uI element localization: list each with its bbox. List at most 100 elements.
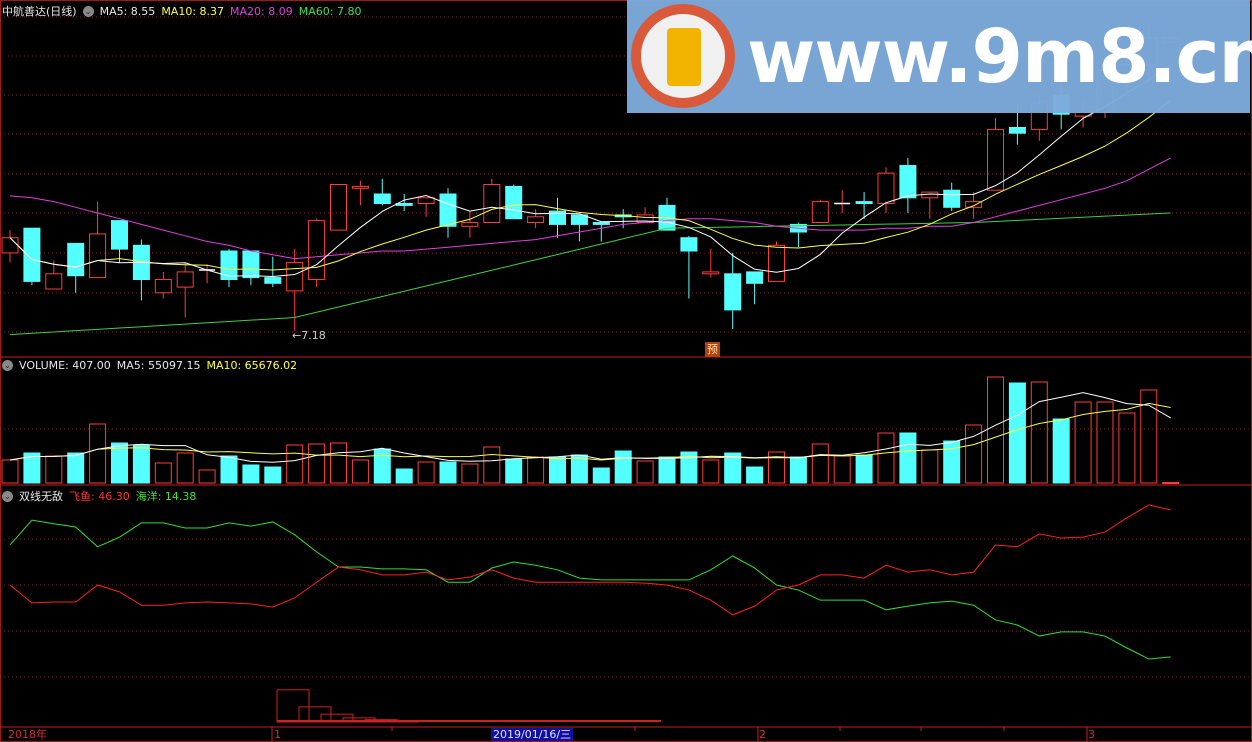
- volume-bar-down: [67, 452, 85, 484]
- chevron-down-icon[interactable]: ⌄: [2, 360, 13, 371]
- volume-pane-header: ⌄ VOLUME: 407.00 MA5: 55097.15 MA10: 656…: [2, 359, 297, 372]
- watermark-text: www.9m8.cn: [747, 14, 1252, 100]
- candle-up: [286, 261, 304, 292]
- volume-ma10-readout: MA10: 65676.02: [206, 359, 298, 372]
- candle-up: [483, 184, 501, 223]
- volume-ma5-line: [9, 392, 1171, 463]
- volume-bar-up: [877, 432, 895, 484]
- volume-bar-up: [965, 424, 983, 484]
- volume-bar-down: [220, 455, 238, 484]
- candle-up: [176, 271, 194, 288]
- volume-bar-up: [45, 455, 63, 484]
- volume-ma10-line: [9, 402, 1171, 461]
- volume-bar-down: [1008, 382, 1026, 484]
- volume-bar-up: [198, 469, 216, 484]
- feiyu-readout: 飞鱼: 46.30: [69, 490, 130, 503]
- ma60-readout: MA60: 7.80: [298, 4, 362, 18]
- candle-up: [308, 220, 326, 281]
- volume-bar-up: [1096, 401, 1114, 484]
- x-axis-label-jan: 1: [274, 728, 281, 741]
- chevron-down-icon[interactable]: ⌄: [82, 5, 94, 17]
- candle-down: [505, 185, 523, 220]
- price-pane-header: 中航善达(日线) ⌄ MA5: 8.55 MA10: 8.37 MA20: 8.…: [2, 3, 361, 19]
- volume-bar-down: [395, 468, 413, 484]
- volume-bar-up: [987, 376, 1004, 484]
- bottom-step-bar: [276, 689, 310, 723]
- ma20-readout: MA20: 8.09: [230, 4, 293, 18]
- candle-down: [23, 227, 41, 282]
- candle-down: [899, 165, 917, 199]
- volume-bar-down: [658, 456, 676, 484]
- volume-bar-down: [242, 464, 260, 484]
- x-axis-label-feb: 2: [759, 728, 766, 741]
- volume-bar-up: [768, 451, 785, 484]
- low-price-marker: ←7.18: [292, 329, 326, 342]
- watermark-logo: [631, 4, 735, 108]
- volume-bar-up: [1030, 381, 1048, 484]
- volume-bar-down: [592, 467, 610, 484]
- candle-down: [439, 193, 457, 227]
- chevron-down-icon[interactable]: ⌄: [2, 490, 13, 502]
- volume-bar-up: [1, 459, 19, 484]
- volume-bar-up: [636, 460, 654, 484]
- candle-up: [768, 244, 785, 282]
- volume-bar-down: [23, 452, 41, 484]
- candle-down: [680, 237, 698, 252]
- candle-up: [965, 201, 983, 208]
- x-axis-label-mar: 3: [1088, 728, 1095, 741]
- ma10-line: [9, 100, 1172, 271]
- volume-bar-down: [111, 442, 128, 484]
- candle-down: [1008, 127, 1026, 134]
- candle-up: [461, 222, 479, 227]
- candle-up: [527, 216, 545, 224]
- volume-bar-up: [833, 455, 851, 484]
- volume-bar-up: [176, 452, 194, 484]
- volume-bar-up: [351, 459, 369, 484]
- volume-bar-up: [1118, 412, 1136, 484]
- candle-up: [987, 128, 1004, 191]
- volume-bar-down: [789, 456, 807, 484]
- x-axis-label-2018: 2018年: [8, 728, 47, 741]
- volume-ma5-readout: MA5: 55097.15: [116, 359, 201, 372]
- forecast-badge[interactable]: 预: [705, 342, 720, 357]
- volume-bar-down: [264, 466, 282, 484]
- volume-bar-up: [1162, 482, 1180, 485]
- volume-bar-up: [527, 456, 545, 484]
- indicator-pane-header: ⌄ 双线无敌 飞鱼: 46.30 海洋: 14.38: [2, 488, 196, 504]
- candle-down: [242, 250, 260, 279]
- candle-down: [592, 222, 610, 225]
- candle-down: [67, 242, 85, 277]
- ma20-line: [9, 157, 1171, 260]
- volume-bar-up: [461, 463, 479, 484]
- ma60-line: [9, 212, 1171, 336]
- volume-bar-down: [132, 444, 150, 484]
- volume-bar-up: [417, 461, 435, 484]
- candle-down: [724, 273, 742, 311]
- candle-up: [1, 237, 19, 254]
- haiyang-line: [9, 519, 1171, 660]
- volume-bar-down: [1052, 418, 1070, 484]
- volume-bar-up: [330, 442, 347, 484]
- volume-bar-down: [439, 461, 457, 484]
- candle-up: [45, 273, 63, 290]
- volume-bar-up: [89, 423, 107, 484]
- volume-readout: VOLUME: 407.00: [19, 359, 111, 372]
- candle-down: [549, 210, 566, 225]
- candle-up: [330, 184, 347, 231]
- volume-bar-up: [154, 462, 172, 484]
- volume-bar-down: [373, 448, 391, 484]
- volume-bar-up: [921, 449, 939, 484]
- candle-up: [877, 172, 895, 205]
- volume-bar-down: [570, 454, 588, 484]
- volume-bar-down: [899, 432, 917, 484]
- volume-bar-down: [724, 452, 742, 484]
- candle-up: [702, 271, 720, 275]
- candle-up: [351, 185, 369, 189]
- candle-up: [417, 197, 435, 205]
- volume-bar-up: [1140, 389, 1158, 484]
- candle-down: [570, 214, 588, 225]
- candle-down: [373, 193, 391, 204]
- candle-down: [395, 203, 413, 206]
- watermark: www.9m8.cn: [627, 0, 1252, 113]
